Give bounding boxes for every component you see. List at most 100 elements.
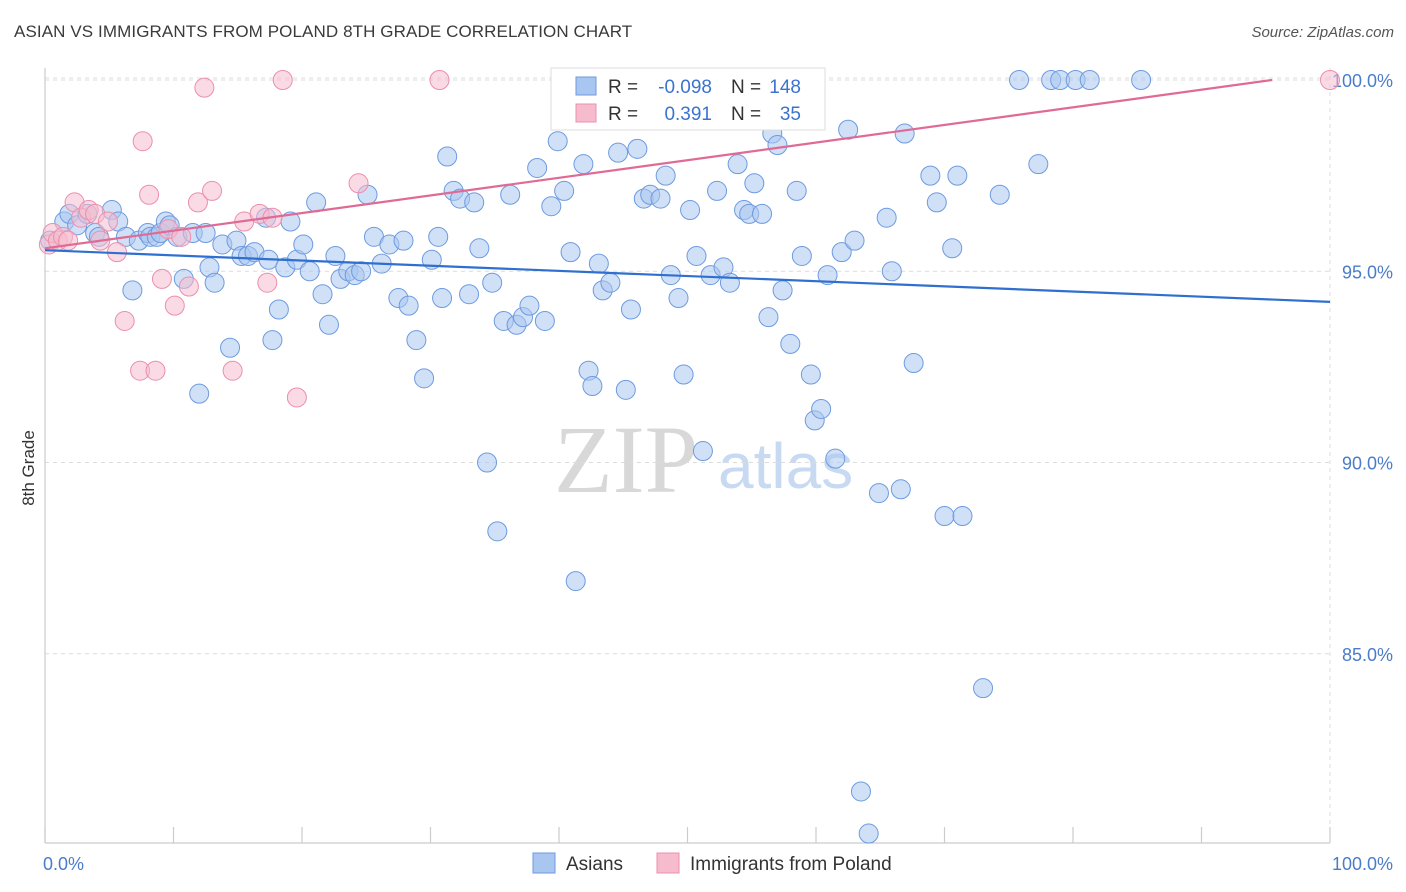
poland-point xyxy=(151,268,172,289)
asian-point xyxy=(627,138,648,159)
asian-point xyxy=(293,234,314,255)
legend-asian-r-label: R = xyxy=(608,77,638,98)
asian-point xyxy=(318,314,339,335)
poland-point xyxy=(58,230,79,251)
legend-poland-n-value: 35 xyxy=(780,104,801,125)
asian-point xyxy=(541,196,562,217)
asian-point xyxy=(811,398,832,419)
x-tick-label-max: 100.0% xyxy=(1332,854,1393,874)
asian-point xyxy=(727,154,748,175)
legend-poland-r-label: R = xyxy=(608,104,638,125)
asian-point xyxy=(588,253,609,274)
asian-point xyxy=(582,376,603,396)
asian-point xyxy=(673,364,694,385)
asian-point xyxy=(890,479,911,500)
asian-point xyxy=(926,192,947,213)
asian-point xyxy=(758,307,779,328)
asian-point xyxy=(600,272,621,293)
poland-point xyxy=(145,360,166,381)
legend-asian-n-label: N = xyxy=(731,77,761,98)
asian-point xyxy=(620,299,641,320)
asian-point xyxy=(299,261,320,282)
asian-point xyxy=(881,261,902,282)
bottom-legend-poland-swatch xyxy=(656,852,680,874)
asian-point xyxy=(519,295,540,316)
asian-point xyxy=(204,272,225,293)
asian-point xyxy=(817,265,838,286)
bottom-legend-poland-label: Immigrants from Poland xyxy=(690,854,892,875)
asian-point xyxy=(780,333,801,354)
asian-point xyxy=(650,188,671,209)
x-tick-label-min: 0.0% xyxy=(43,854,84,874)
legend-poland-swatch xyxy=(575,103,597,123)
poland-point xyxy=(429,70,450,90)
legend-poland-r-value: 0.391 xyxy=(664,104,712,125)
asian-point xyxy=(487,521,508,542)
asian-point xyxy=(655,165,676,186)
asian-point xyxy=(1079,70,1100,90)
asian-point xyxy=(868,483,889,504)
asian-point xyxy=(719,272,740,293)
axes: 85.0% 90.0% 95.0% 100.0% 0.0% 100.0% xyxy=(43,68,1393,874)
legend-asian-r-value: -0.098 xyxy=(658,77,712,98)
asian-point xyxy=(469,238,490,259)
poland-point xyxy=(257,272,278,293)
asian-point xyxy=(973,678,994,699)
asian-point xyxy=(876,207,897,228)
y-tick-label: 100.0% xyxy=(1332,71,1393,91)
asian-point xyxy=(800,364,821,385)
asian-point xyxy=(744,173,765,194)
asian-point xyxy=(844,230,865,251)
asian-point xyxy=(947,165,968,186)
bottom-legend-asian-swatch xyxy=(532,852,556,874)
asian-point xyxy=(608,142,629,163)
watermark-zip: ZIP xyxy=(554,406,698,513)
asian-point xyxy=(189,383,210,404)
asian-point xyxy=(942,238,963,259)
asian-point xyxy=(464,192,485,213)
asian-point xyxy=(437,146,458,167)
bottom-legend: Asians Immigrants from Poland xyxy=(532,852,892,875)
asian-point xyxy=(786,180,807,201)
poland-trend-line xyxy=(44,78,1273,250)
asian-point xyxy=(1009,70,1030,90)
asian-point xyxy=(767,135,788,156)
poland-point xyxy=(1320,70,1340,90)
asian-point xyxy=(989,184,1010,205)
poland-point xyxy=(272,70,293,90)
asian-point xyxy=(414,368,435,389)
asian-point xyxy=(432,288,453,309)
poland-point xyxy=(164,295,185,316)
asian-point xyxy=(573,154,594,175)
poland-point xyxy=(97,211,118,232)
asian-point xyxy=(903,353,924,374)
asian-point xyxy=(850,781,871,802)
asian-point xyxy=(1131,70,1152,90)
asian-point xyxy=(692,441,713,462)
asian-point xyxy=(858,823,879,844)
legend-asian-n-value: 148 xyxy=(769,77,801,98)
asian-point xyxy=(262,330,283,351)
asian-point xyxy=(1028,154,1049,175)
asian-point xyxy=(312,284,333,305)
asian-point xyxy=(195,223,216,243)
asian-point xyxy=(920,165,941,186)
asian-point xyxy=(831,242,852,263)
asian-point xyxy=(527,157,548,178)
asian-point xyxy=(707,180,728,201)
y-axis-label: 8th Grade xyxy=(19,430,38,506)
bottom-legend-asian-label: Asians xyxy=(566,854,623,875)
y-tick-label: 90.0% xyxy=(1342,454,1393,474)
asian-point xyxy=(565,571,586,592)
poland-point xyxy=(286,387,307,408)
asian-point xyxy=(772,280,793,301)
data-points xyxy=(38,70,1340,844)
asian-point xyxy=(952,506,973,527)
asian-point xyxy=(686,245,707,266)
asian-point xyxy=(482,272,503,293)
poland-point xyxy=(139,184,160,205)
y-tick-label: 95.0% xyxy=(1342,262,1393,282)
asian-point xyxy=(459,284,480,305)
poland-point xyxy=(132,131,153,152)
y-tick-label: 85.0% xyxy=(1342,645,1393,665)
